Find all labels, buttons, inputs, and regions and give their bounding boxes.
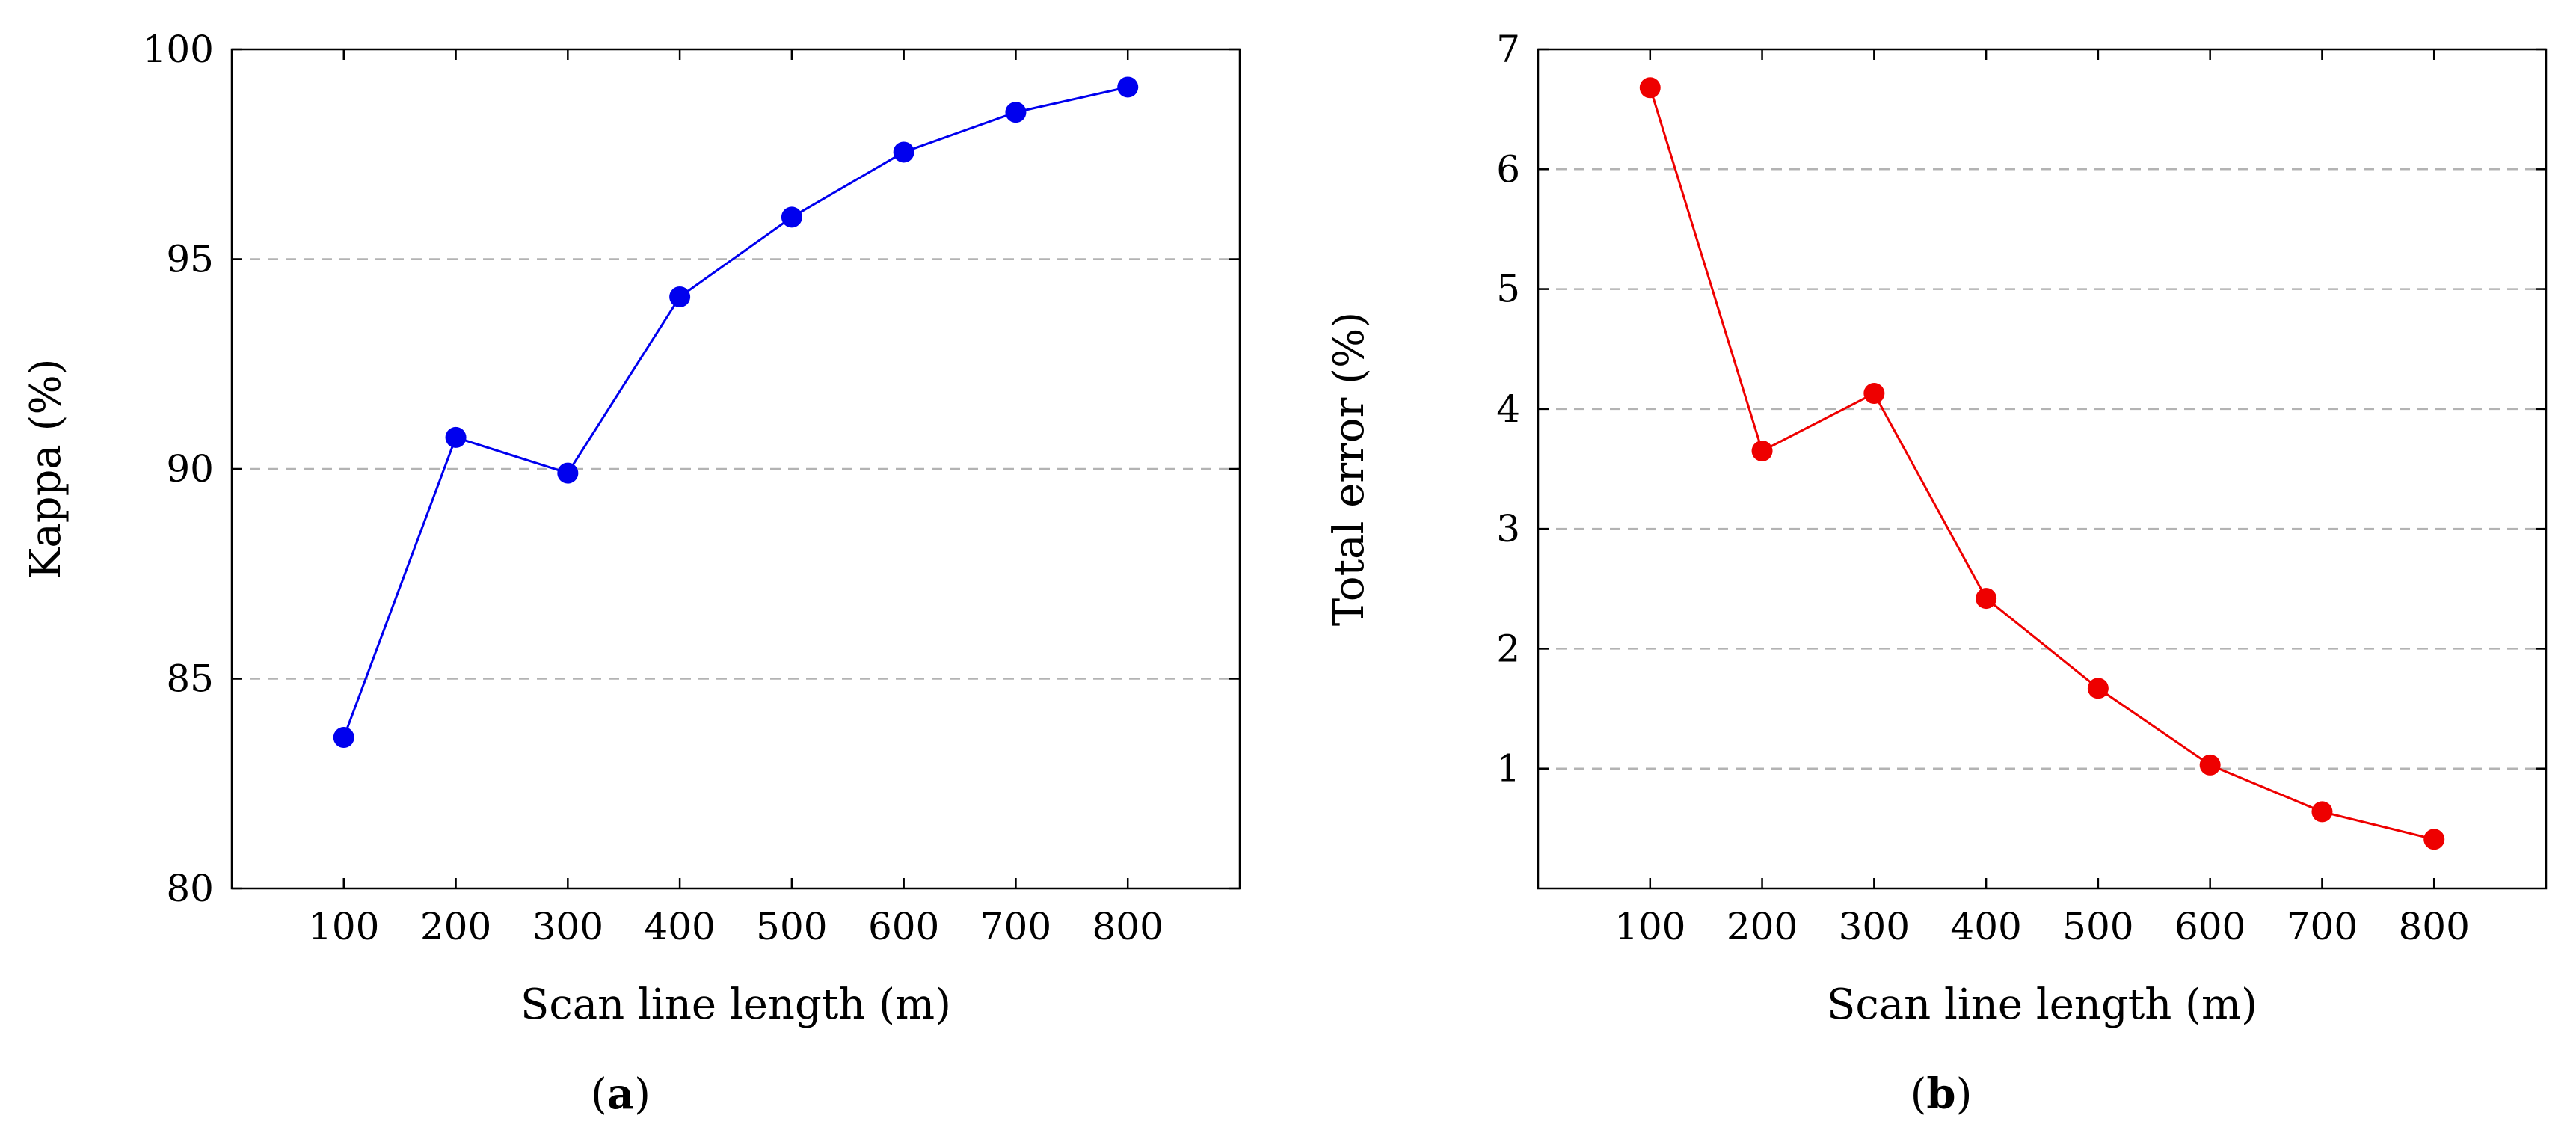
panel-caption-b: (b) xyxy=(1911,1069,1973,1119)
x-tick-label-b: 700 xyxy=(2287,905,2358,948)
y-tick-label-b: 2 xyxy=(1496,627,1520,670)
chart-panel-b: 1 2 3 4 5 6 7 100 200 300 400 500 600 700 800 Scan li… xyxy=(1325,28,2548,1119)
data-point-a xyxy=(669,286,691,307)
grid-lines-a xyxy=(232,258,1240,680)
data-point-a xyxy=(1005,102,1027,123)
chart-panel-a: 80 85 90 95 100 100 200 300 400 500 600 700 800 Sca… xyxy=(22,28,1241,1119)
x-tick-label-b: 800 xyxy=(2399,905,2470,948)
grid-lines-b xyxy=(1538,168,2546,770)
y-tick-label-a: 80 xyxy=(166,867,214,910)
x-tick-label-b: 200 xyxy=(1727,905,1798,948)
x-tick-labels-b: 100 200 300 400 500 600 700 800 xyxy=(1614,905,2470,948)
data-point-a xyxy=(1117,76,1139,98)
ticks-a xyxy=(232,48,1240,890)
data-point-a xyxy=(893,141,914,163)
y-tick-label-b: 4 xyxy=(1496,387,1520,431)
x-tick-label-a: 100 xyxy=(308,905,379,948)
x-tick-labels-a: 100 200 300 400 500 600 700 800 xyxy=(308,905,1163,948)
x-tick-label-b: 300 xyxy=(1839,905,1910,948)
data-point-a xyxy=(781,206,802,228)
y-tick-label-b: 1 xyxy=(1496,747,1520,791)
data-point-a xyxy=(445,426,467,448)
x-tick-label-b: 400 xyxy=(1950,905,2021,948)
y-tick-label-b: 5 xyxy=(1496,268,1520,311)
x-tick-label-a: 200 xyxy=(420,905,491,948)
x-tick-label-b: 500 xyxy=(2062,905,2133,948)
x-tick-label-b: 600 xyxy=(2174,905,2245,948)
y-tick-label-a: 90 xyxy=(166,447,214,491)
data-point-b xyxy=(2087,678,2109,699)
data-point-b xyxy=(1639,77,1661,99)
data-point-a xyxy=(333,727,354,749)
data-point-b xyxy=(1751,440,1773,461)
data-points-b xyxy=(1639,77,2445,850)
x-tick-label-a: 800 xyxy=(1092,905,1163,948)
plot-frame-b xyxy=(1537,48,2548,890)
data-points-a xyxy=(333,76,1139,749)
panel-letter-a: a xyxy=(607,1069,634,1119)
data-point-b xyxy=(2311,801,2333,823)
y-tick-labels-b: 1 2 3 4 5 6 7 xyxy=(1496,28,1520,791)
x-tick-label-a: 500 xyxy=(756,905,827,948)
y-tick-label-b: 6 xyxy=(1496,147,1520,191)
y-tick-label-b: 3 xyxy=(1496,507,1520,550)
data-point-b xyxy=(1863,383,1885,405)
x-tick-label-b: 100 xyxy=(1614,905,1685,948)
y-tick-labels-a: 80 85 90 95 100 xyxy=(143,28,214,910)
plot-frame-a xyxy=(230,48,1241,890)
x-tick-label-a: 700 xyxy=(980,905,1051,948)
y-tick-label-a: 85 xyxy=(166,657,214,701)
series-line-a xyxy=(342,86,1128,738)
data-point-a xyxy=(557,462,579,484)
panel-letter-b: b xyxy=(1926,1069,1955,1119)
series-line-b xyxy=(1649,87,2435,841)
data-point-b xyxy=(2199,754,2221,776)
y-tick-label-b: 7 xyxy=(1496,28,1520,71)
y-tick-label-a: 95 xyxy=(166,238,214,281)
data-point-b xyxy=(2423,829,2445,850)
x-axis-label-b: Scan line length (m) xyxy=(1827,980,2257,1029)
x-tick-label-a: 400 xyxy=(644,905,715,948)
x-axis-label-a: Scan line length (m) xyxy=(520,980,951,1029)
y-axis-label-a: Kappa (%) xyxy=(22,358,70,579)
y-tick-label-a: 100 xyxy=(143,28,214,71)
y-axis-label-b: Total error (%) xyxy=(1325,312,1374,626)
data-point-b xyxy=(1976,588,1997,610)
x-tick-label-a: 600 xyxy=(868,905,939,948)
panel-caption-a: (a) xyxy=(591,1069,651,1119)
x-tick-label-a: 300 xyxy=(532,905,603,948)
ticks-b xyxy=(1538,48,2546,888)
